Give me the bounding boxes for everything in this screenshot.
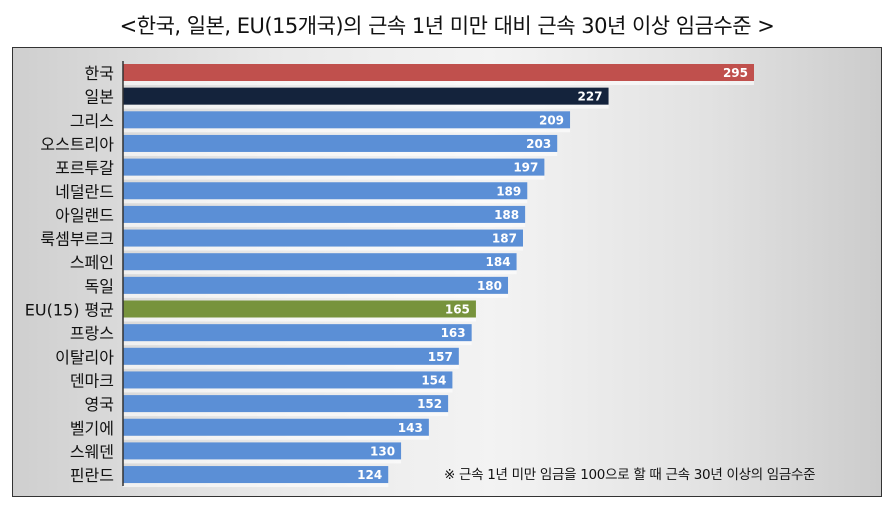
- data-label: 203: [526, 137, 551, 151]
- bar: [123, 205, 526, 223]
- bar-highlight: [123, 459, 402, 464]
- data-label: 180: [477, 279, 502, 293]
- chart-title: <한국, 일본, EU(15개국)의 근속 1년 미만 대비 근속 30년 이상…: [119, 14, 775, 38]
- bar: [123, 134, 558, 152]
- bar: [123, 324, 472, 342]
- bar: [123, 276, 509, 294]
- category-label: 네덜란드: [55, 182, 114, 201]
- bar: [123, 442, 402, 460]
- category-label: 일본: [85, 88, 114, 107]
- data-label: 227: [577, 90, 602, 104]
- bar-highlight: [123, 317, 476, 322]
- bar: [123, 418, 429, 436]
- category-label: 핀란드: [70, 466, 114, 485]
- category-label: 포르투갈: [55, 159, 114, 178]
- bar-highlight: [123, 199, 528, 204]
- bar-highlight: [123, 293, 509, 298]
- bar-highlight: [123, 175, 545, 180]
- bar: [123, 466, 389, 484]
- category-label: 스웨덴: [70, 442, 114, 461]
- category-label: 오스트리아: [40, 135, 114, 154]
- bar: [123, 158, 545, 176]
- category-label: 독일: [85, 277, 114, 296]
- data-label: 143: [398, 421, 423, 435]
- bar: [123, 300, 476, 318]
- chart-note: ※ 근속 1년 미만 임금을 100으로 할 때 근속 30년 이상의 임금수준: [444, 467, 816, 483]
- category-label: 스페인: [70, 253, 114, 272]
- bar: [123, 64, 754, 81]
- bar-highlight: [123, 435, 429, 440]
- bar-highlight: [123, 270, 517, 275]
- bar-highlight: [123, 341, 472, 346]
- data-label: 295: [723, 66, 748, 80]
- category-label: 덴마크: [70, 371, 114, 390]
- bar-highlight: [123, 222, 526, 227]
- bar-highlight: [123, 483, 389, 488]
- data-label: 165: [445, 303, 470, 317]
- bar-highlight: [123, 128, 571, 133]
- bar: [123, 253, 517, 271]
- data-label: 189: [496, 184, 521, 198]
- bar-highlight: [123, 104, 609, 109]
- bar-highlight: [123, 388, 453, 393]
- bar: [123, 87, 609, 105]
- data-label: 209: [539, 113, 564, 127]
- data-label: 157: [428, 350, 453, 364]
- category-label: 이탈리아: [55, 348, 114, 367]
- category-label: 한국: [85, 64, 114, 83]
- bar: [123, 182, 528, 200]
- data-label: 154: [421, 373, 446, 387]
- category-label: 그리스: [70, 111, 114, 130]
- data-label: 197: [513, 161, 538, 175]
- data-label: 163: [441, 326, 466, 340]
- bar-highlight: [123, 246, 523, 251]
- bar: [123, 111, 571, 129]
- category-label: 룩셈부르크: [40, 230, 114, 249]
- category-label: EU(15) 평균: [25, 301, 114, 320]
- bar: [123, 347, 459, 365]
- category-label: 프랑스: [70, 324, 114, 343]
- bar-highlight: [123, 364, 459, 369]
- data-label: 187: [492, 232, 517, 246]
- data-label: 188: [494, 208, 519, 222]
- category-label: 아일랜드: [55, 206, 114, 225]
- data-label: 184: [486, 255, 511, 269]
- category-label: 영국: [85, 395, 114, 414]
- data-label: 130: [370, 444, 395, 458]
- bar: [123, 395, 449, 413]
- bar-highlight: [123, 151, 558, 156]
- bar-highlight: [123, 81, 754, 85]
- bar: [123, 229, 523, 247]
- bar-highlight: [123, 412, 449, 417]
- data-label: 124: [357, 468, 382, 482]
- bar: [123, 371, 453, 389]
- data-label: 152: [417, 397, 442, 411]
- category-label: 벨기에: [70, 419, 114, 438]
